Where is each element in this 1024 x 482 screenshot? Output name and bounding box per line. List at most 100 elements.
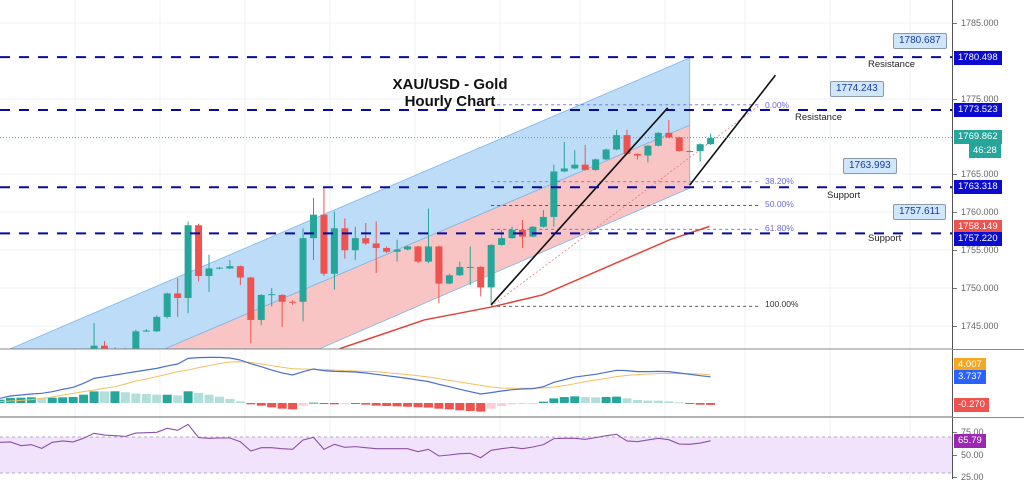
macd-line xyxy=(0,356,711,399)
macd-histogram-bar xyxy=(26,397,36,403)
macd-histogram-bar xyxy=(549,398,559,403)
macd-histogram-bar xyxy=(622,398,632,403)
candle-body xyxy=(686,151,694,153)
candle-body xyxy=(675,137,683,152)
last-price-badge: 1769.862 xyxy=(954,130,1002,144)
macd-hist-badge: -0.270 xyxy=(954,398,989,412)
macd-histogram-bar xyxy=(465,403,475,411)
macd-histogram-bar xyxy=(455,403,465,411)
macd-histogram-bar xyxy=(329,403,339,405)
pane-divider[interactable] xyxy=(952,417,1024,418)
macd-histogram-bar xyxy=(423,403,433,408)
resistance-2-callout[interactable]: 1780.687 xyxy=(893,33,947,49)
chart-title-line-1: XAU/USD - Gold xyxy=(392,76,508,93)
fib-label-0: 0.00% xyxy=(765,100,790,110)
candle-body xyxy=(581,164,589,170)
candle-body xyxy=(665,132,673,138)
macd-histogram-bar xyxy=(58,397,68,403)
macd-histogram-bar xyxy=(37,398,47,403)
macd-histogram-bar xyxy=(570,396,580,403)
candle-body xyxy=(195,225,203,277)
candle-body xyxy=(341,228,349,251)
macd-histogram-bar xyxy=(267,403,277,408)
candle-body xyxy=(278,294,286,302)
macd-histogram-bar xyxy=(141,394,151,403)
price-chart[interactable] xyxy=(0,0,952,479)
candle-body xyxy=(529,226,537,237)
candle-body xyxy=(487,244,495,288)
macd-histogram-bar xyxy=(371,403,381,406)
macd-histogram-bar xyxy=(100,391,109,403)
candle-body xyxy=(174,293,182,298)
macd-histogram-bar xyxy=(653,400,663,403)
candle-body xyxy=(445,275,453,284)
candle-body xyxy=(362,238,370,244)
candle-body xyxy=(205,268,213,277)
candle-body xyxy=(696,144,704,152)
pane-divider[interactable] xyxy=(952,349,1024,350)
rsi-band xyxy=(0,437,952,473)
macd-histogram-bar xyxy=(120,392,130,403)
support-2-callout[interactable]: 1757.611 xyxy=(893,204,946,220)
macd-histogram-bar xyxy=(591,397,601,403)
macd-signal-badge: 4.007 xyxy=(954,358,986,372)
candle-body xyxy=(215,267,223,269)
candle-body xyxy=(644,145,652,156)
candle-body xyxy=(435,246,443,284)
support-2-note: Support xyxy=(868,233,902,244)
resistance-1-price-badge: 1773.523 xyxy=(954,103,1002,117)
candle-body xyxy=(613,135,621,150)
macd-histogram-bar xyxy=(225,399,235,403)
price-tick: 1750.000 xyxy=(953,283,999,293)
support-1-callout[interactable]: 1763.993 xyxy=(843,158,897,174)
macd-histogram-bar xyxy=(131,393,141,403)
candle-body xyxy=(372,243,380,248)
macd-histogram-bar xyxy=(319,403,329,404)
macd-histogram-bar xyxy=(89,391,99,403)
macd-histogram-bar xyxy=(476,403,486,412)
candle-body xyxy=(383,247,391,252)
candle-body xyxy=(498,238,506,245)
macd-histogram-bar xyxy=(340,403,350,404)
candle-body xyxy=(289,301,297,303)
price-axis[interactable]: 1785.000 1775.000 1765.000 1760.000 1755… xyxy=(952,0,1024,482)
macd-histogram-bar xyxy=(538,401,548,403)
candle-body xyxy=(351,238,359,251)
candle-body xyxy=(466,266,474,268)
support-2-price-badge: 1757.220 xyxy=(954,232,1002,246)
price-tick: 1785.000 xyxy=(953,18,999,28)
candle-body xyxy=(404,246,412,250)
macd-histogram-bar xyxy=(674,402,684,404)
candle-body xyxy=(320,214,328,274)
rsi-tick: 25.00 xyxy=(953,472,984,482)
candle-body xyxy=(310,214,317,239)
macd-histogram-bar xyxy=(173,395,183,403)
trend-line xyxy=(490,107,669,306)
macd-histogram-bar xyxy=(110,391,120,403)
candle-body xyxy=(477,266,485,288)
fib-label-50: 50.00% xyxy=(765,199,794,209)
macd-histogram-bar xyxy=(204,394,214,403)
candle-body xyxy=(163,293,171,317)
candle-body xyxy=(330,228,338,274)
rsi-tick: 50.00 xyxy=(953,450,984,460)
macd-value-badge: 3.737 xyxy=(954,370,986,384)
candle-body xyxy=(226,266,234,269)
resistance-2-price-badge: 1780.498 xyxy=(954,51,1002,65)
rsi-tick: 75.00 xyxy=(953,427,984,437)
macd-histogram-bar xyxy=(152,394,162,403)
macd-histogram-bar xyxy=(79,394,89,403)
macd-histogram-bar xyxy=(643,400,653,403)
macd-histogram-bar xyxy=(392,403,402,407)
bar-countdown-badge: 46:28 xyxy=(969,144,1001,158)
candle-body xyxy=(602,149,610,160)
resistance-1-callout[interactable]: 1774.243 xyxy=(830,81,884,97)
price-tick: 1755.000 xyxy=(953,245,999,255)
candle-body xyxy=(414,246,422,262)
macd-signal-line xyxy=(0,361,711,403)
sma-price-badge: 1758.149 xyxy=(954,220,1002,234)
candle-body xyxy=(299,238,307,302)
candle-body xyxy=(153,316,161,332)
macd-histogram-bar xyxy=(382,403,392,407)
macd-histogram-bar xyxy=(183,391,193,403)
